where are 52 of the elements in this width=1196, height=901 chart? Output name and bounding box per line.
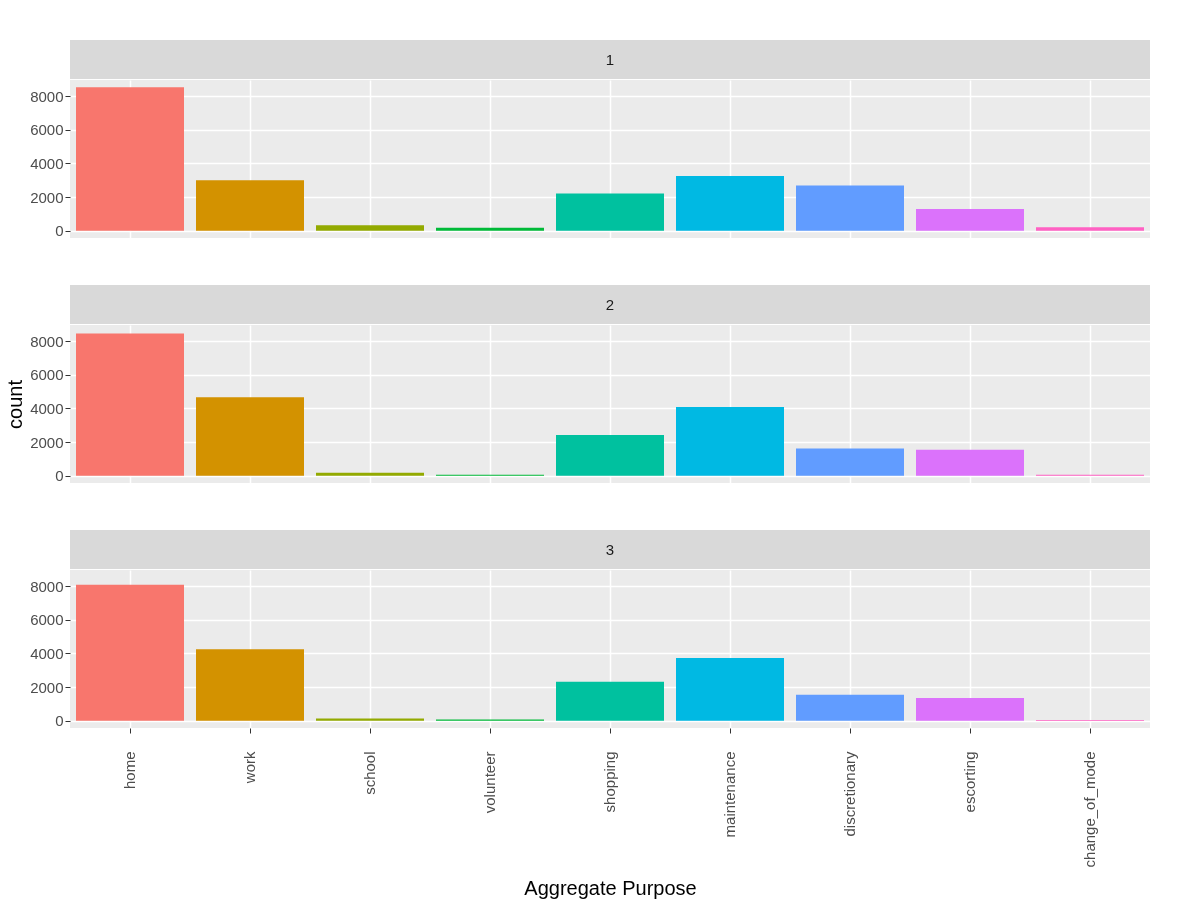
- x-tick-label: discretionary: [841, 751, 858, 837]
- x-tick-label: shopping: [601, 751, 618, 813]
- bar: [76, 87, 184, 231]
- bar: [796, 448, 904, 476]
- bar: [556, 435, 664, 476]
- x-tick-label: home: [121, 751, 138, 790]
- y-tick-label: 2000: [30, 433, 64, 451]
- bar: [196, 649, 304, 721]
- y-tick-label: 2000: [30, 678, 64, 696]
- y-axis-title: count: [4, 379, 27, 429]
- y-tick-label: 2000: [30, 188, 64, 206]
- bar: [916, 449, 1024, 476]
- y-tick-label: 0: [55, 467, 64, 485]
- bar: [916, 209, 1024, 231]
- bar: [196, 180, 304, 231]
- bar: [76, 584, 184, 721]
- y-tick-label: 6000: [30, 611, 64, 629]
- x-tick-label: work: [241, 751, 258, 785]
- bar: [676, 175, 784, 231]
- bar: [916, 698, 1024, 721]
- y-tick-label: 8000: [30, 332, 64, 350]
- y-tick-label: 4000: [30, 644, 64, 662]
- chart-title: 3: [605, 541, 615, 558]
- bar: [76, 333, 184, 476]
- y-tick-label: 4000: [30, 154, 64, 172]
- bar: [796, 185, 904, 231]
- y-tick-label: 8000: [30, 577, 64, 595]
- y-tick-label: 0: [55, 222, 64, 240]
- bar: [316, 225, 424, 231]
- bar: [196, 397, 304, 476]
- y-tick-label: 6000: [30, 121, 64, 139]
- bar: [556, 193, 664, 231]
- bar: [1036, 227, 1144, 231]
- y-tick-label: 8000: [30, 87, 64, 105]
- bar: [676, 658, 784, 721]
- y-tick-label: 4000: [30, 399, 64, 417]
- chart-title: 2: [605, 296, 615, 313]
- x-tick-label: maintenance: [721, 751, 738, 838]
- bar: [676, 407, 784, 476]
- bar: [556, 681, 664, 721]
- bar: [316, 718, 424, 721]
- x-tick-label: school: [361, 751, 378, 795]
- bar: [316, 472, 424, 476]
- x-tick-label: change_of_mode: [1081, 751, 1098, 868]
- y-tick-label: 0: [55, 712, 64, 730]
- x-axis-title: Aggregate Purpose: [524, 877, 697, 900]
- x-tick-label: volunteer: [481, 751, 498, 814]
- chart-title: 1: [605, 51, 615, 68]
- bar: [796, 694, 904, 721]
- y-tick-label: 6000: [30, 366, 64, 384]
- bar: [436, 227, 544, 231]
- x-tick-label: escorting: [961, 751, 978, 813]
